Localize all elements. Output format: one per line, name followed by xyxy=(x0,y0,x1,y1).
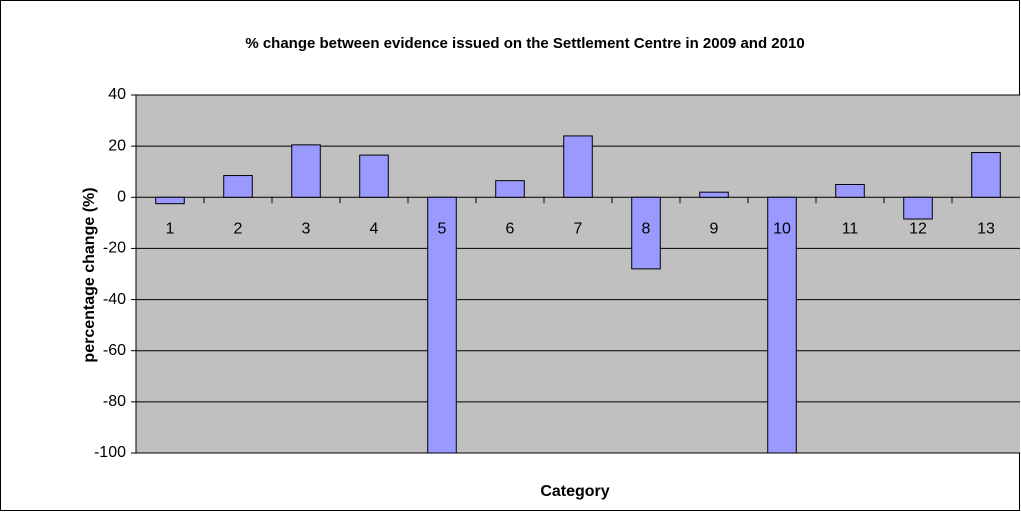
bar xyxy=(699,191,729,198)
bar xyxy=(359,154,389,198)
x-tick-label: 7 xyxy=(574,221,583,238)
bar xyxy=(563,135,593,198)
x-tick-label: 1 xyxy=(166,221,175,238)
bar xyxy=(971,152,1001,198)
bar xyxy=(767,196,797,454)
x-tick-label: 8 xyxy=(642,221,651,238)
bar xyxy=(155,196,185,205)
x-axis-label: Category xyxy=(540,483,609,500)
bar xyxy=(495,180,525,198)
chart-title: % change between evidence issued on the … xyxy=(245,35,804,52)
y-tick-label: -80 xyxy=(103,393,126,410)
x-tick-label: 10 xyxy=(773,221,791,238)
y-tick-label: -20 xyxy=(103,240,126,257)
x-tick-label: 12 xyxy=(909,221,927,238)
y-tick-label: 40 xyxy=(108,86,126,103)
bar xyxy=(835,184,865,198)
bar xyxy=(903,196,933,220)
y-tick-label: 0 xyxy=(117,189,126,206)
bar xyxy=(631,196,661,270)
y-tick-label: -100 xyxy=(94,444,126,461)
bar xyxy=(291,144,321,198)
x-tick-label: 11 xyxy=(842,221,859,238)
x-tick-label: 4 xyxy=(370,221,379,238)
x-tick-label: 2 xyxy=(234,221,243,238)
x-tick-label: 9 xyxy=(710,221,719,238)
bar xyxy=(223,175,253,198)
x-tick-label: 13 xyxy=(977,221,995,238)
x-tick-label: 6 xyxy=(506,221,515,238)
y-tick-label: -40 xyxy=(103,291,126,308)
y-tick-label: 20 xyxy=(108,137,126,154)
y-axis-label: percentage change (%) xyxy=(81,187,98,362)
bar xyxy=(427,196,457,454)
x-tick-label: 5 xyxy=(438,221,447,238)
y-tick-label: -60 xyxy=(103,342,126,359)
x-tick-label: 3 xyxy=(302,221,311,238)
